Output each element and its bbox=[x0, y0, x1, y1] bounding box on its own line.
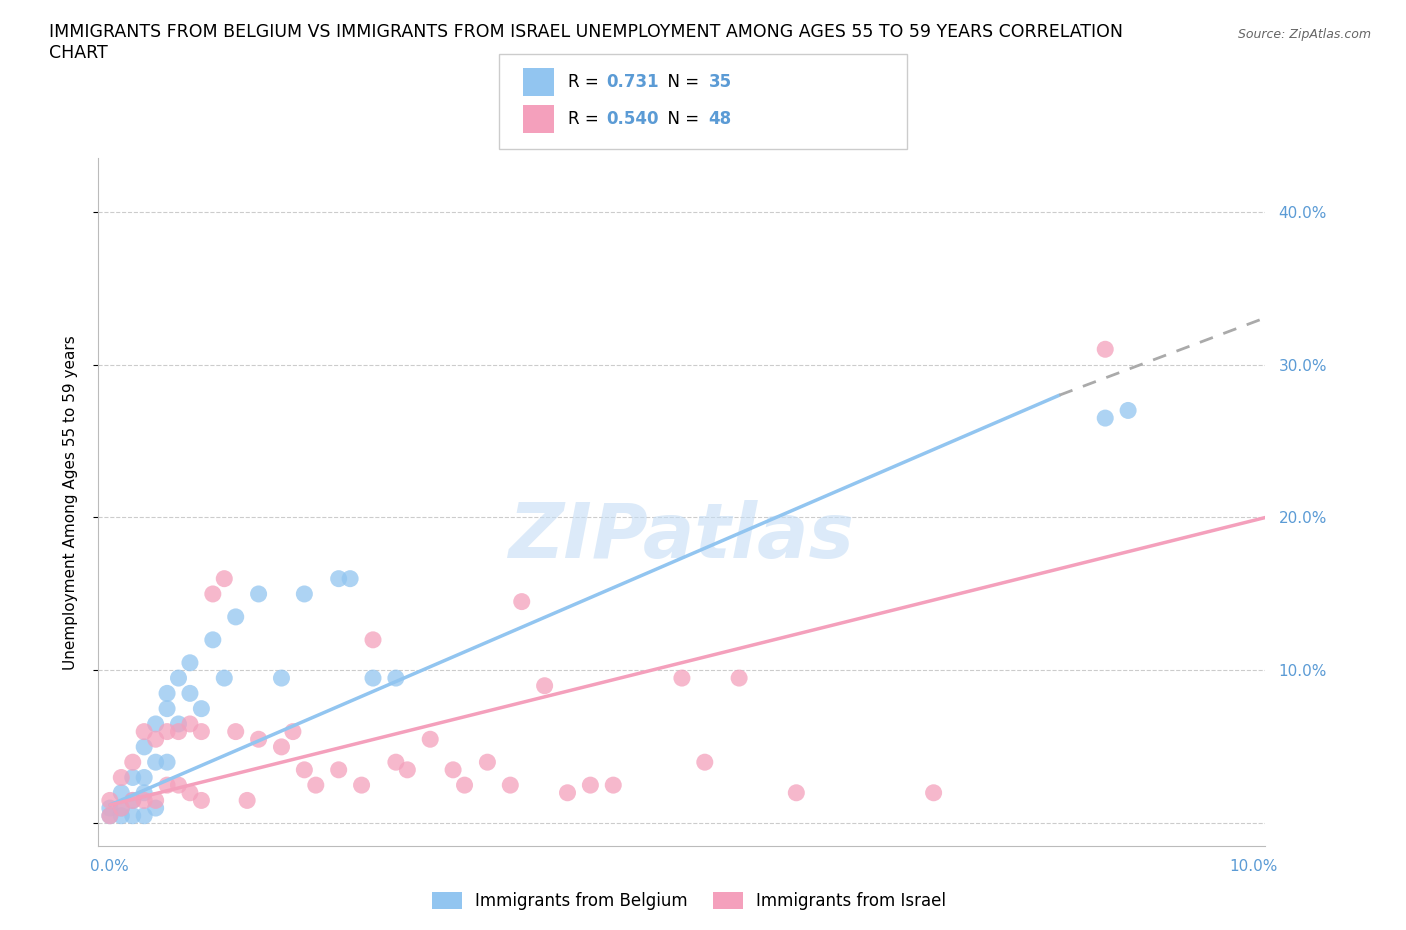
Text: 48: 48 bbox=[709, 110, 731, 128]
Point bbox=[247, 587, 270, 602]
Point bbox=[350, 777, 373, 792]
Point bbox=[922, 785, 945, 800]
Text: ZIPatlas: ZIPatlas bbox=[509, 499, 855, 574]
Point bbox=[110, 770, 132, 785]
Point bbox=[134, 770, 156, 785]
Text: 35: 35 bbox=[709, 73, 731, 91]
Text: N =: N = bbox=[657, 110, 704, 128]
Point bbox=[1094, 342, 1116, 357]
Point bbox=[121, 755, 143, 770]
Point bbox=[145, 732, 167, 747]
Point bbox=[179, 785, 201, 800]
Point bbox=[134, 785, 156, 800]
Point bbox=[190, 793, 212, 808]
Point bbox=[145, 801, 167, 816]
Point bbox=[453, 777, 475, 792]
Point bbox=[134, 739, 156, 754]
Point bbox=[292, 587, 315, 602]
Point bbox=[214, 671, 236, 685]
Point bbox=[190, 701, 212, 716]
Text: IMMIGRANTS FROM BELGIUM VS IMMIGRANTS FROM ISRAEL UNEMPLOYMENT AMONG AGES 55 TO : IMMIGRANTS FROM BELGIUM VS IMMIGRANTS FR… bbox=[49, 23, 1123, 41]
Point bbox=[693, 755, 716, 770]
Point bbox=[156, 724, 179, 739]
Point bbox=[247, 732, 270, 747]
Point bbox=[167, 777, 190, 792]
Point bbox=[110, 808, 132, 823]
Point bbox=[1094, 411, 1116, 426]
Point bbox=[579, 777, 602, 792]
Point bbox=[98, 801, 121, 816]
Point bbox=[510, 594, 533, 609]
Point bbox=[419, 732, 441, 747]
Point bbox=[602, 777, 624, 792]
Point bbox=[1116, 403, 1139, 418]
Point bbox=[328, 571, 350, 586]
Point bbox=[361, 671, 384, 685]
Point bbox=[339, 571, 361, 586]
Point bbox=[385, 755, 408, 770]
Point bbox=[728, 671, 751, 685]
Point bbox=[134, 793, 156, 808]
Point bbox=[179, 716, 201, 731]
Point bbox=[225, 609, 247, 624]
Point bbox=[179, 686, 201, 701]
Point bbox=[110, 785, 132, 800]
Point bbox=[98, 808, 121, 823]
Point bbox=[167, 724, 190, 739]
Point bbox=[396, 763, 419, 777]
Point bbox=[145, 716, 167, 731]
Point bbox=[214, 571, 236, 586]
Text: CHART: CHART bbox=[49, 44, 108, 61]
Point bbox=[328, 763, 350, 777]
Point bbox=[270, 739, 292, 754]
Point bbox=[785, 785, 807, 800]
Point bbox=[134, 724, 156, 739]
Point bbox=[121, 770, 143, 785]
Point bbox=[533, 678, 555, 693]
Text: 0.540: 0.540 bbox=[606, 110, 658, 128]
Point bbox=[201, 632, 224, 647]
Point bbox=[557, 785, 579, 800]
Point bbox=[156, 686, 179, 701]
Point bbox=[385, 671, 408, 685]
Point bbox=[201, 587, 224, 602]
Point bbox=[225, 724, 247, 739]
Point bbox=[121, 793, 143, 808]
Point bbox=[270, 671, 292, 685]
Point bbox=[121, 808, 143, 823]
Point bbox=[441, 763, 464, 777]
Point bbox=[292, 763, 315, 777]
Point bbox=[145, 793, 167, 808]
Point bbox=[145, 755, 167, 770]
Point bbox=[477, 755, 499, 770]
Point bbox=[281, 724, 304, 739]
Point bbox=[305, 777, 328, 792]
Point bbox=[156, 701, 179, 716]
Text: R =: R = bbox=[568, 110, 605, 128]
Point bbox=[98, 808, 121, 823]
Text: R =: R = bbox=[568, 73, 605, 91]
Y-axis label: Unemployment Among Ages 55 to 59 years: Unemployment Among Ages 55 to 59 years bbox=[63, 335, 77, 670]
Point bbox=[98, 793, 121, 808]
Point bbox=[499, 777, 522, 792]
Point bbox=[134, 808, 156, 823]
Point bbox=[167, 671, 190, 685]
Point bbox=[156, 777, 179, 792]
Point bbox=[190, 724, 212, 739]
Point bbox=[121, 793, 143, 808]
Legend: Immigrants from Belgium, Immigrants from Israel: Immigrants from Belgium, Immigrants from… bbox=[425, 885, 953, 917]
Text: 0.731: 0.731 bbox=[606, 73, 658, 91]
Point bbox=[167, 716, 190, 731]
Text: N =: N = bbox=[657, 73, 704, 91]
Point bbox=[361, 632, 384, 647]
Point bbox=[671, 671, 693, 685]
Point bbox=[236, 793, 259, 808]
Point bbox=[110, 801, 132, 816]
Point bbox=[179, 656, 201, 671]
Point bbox=[156, 755, 179, 770]
Point bbox=[110, 801, 132, 816]
Text: Source: ZipAtlas.com: Source: ZipAtlas.com bbox=[1237, 28, 1371, 41]
